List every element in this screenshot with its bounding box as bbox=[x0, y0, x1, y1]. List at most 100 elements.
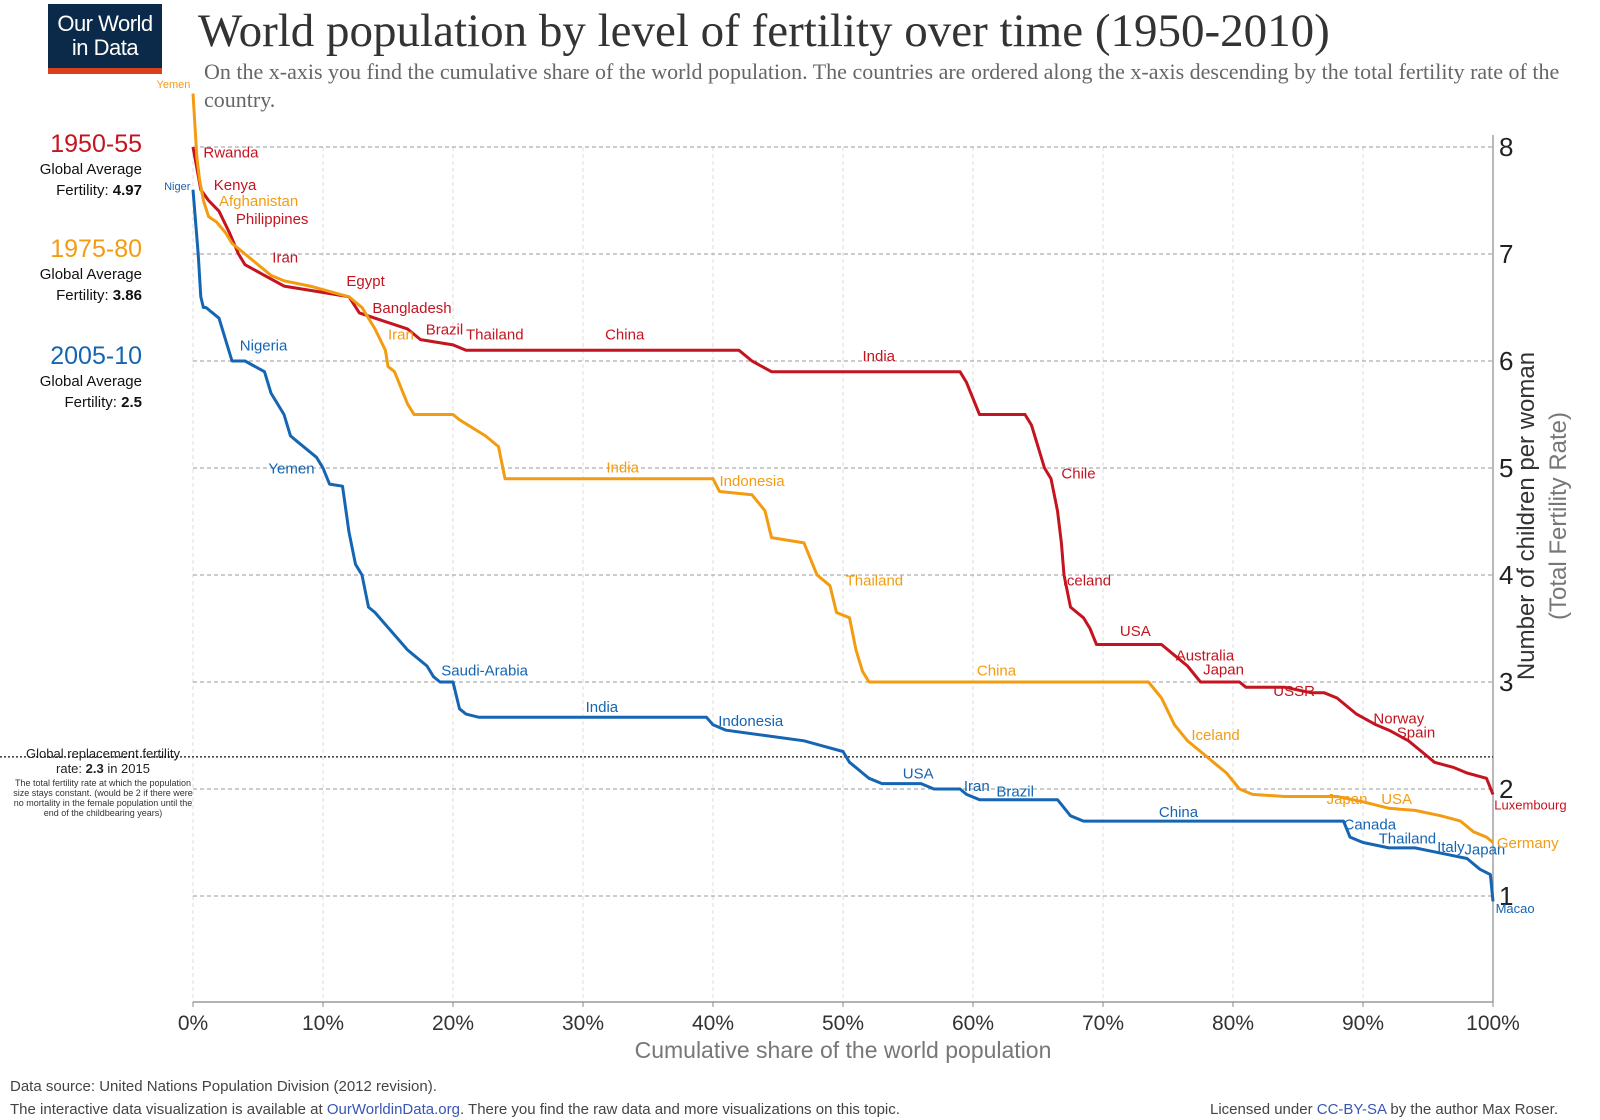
country-label: Bangladesh bbox=[372, 300, 451, 317]
y-tick-label: 4 bbox=[1499, 560, 1513, 590]
period-fert-label: Fertility: bbox=[64, 394, 117, 411]
license-post: by the author Max Roser. bbox=[1386, 1101, 1558, 1118]
country-label: Spain bbox=[1397, 725, 1435, 742]
country-label: Japan bbox=[1203, 662, 1244, 679]
y-tick-label: 2 bbox=[1499, 774, 1513, 804]
data-source: Data source: United Nations Population D… bbox=[10, 1078, 437, 1095]
country-label: USA bbox=[1381, 791, 1412, 808]
country-label: Japan bbox=[1464, 841, 1505, 858]
y-axis-label-secondary: (Total Fertility Rate) bbox=[1545, 412, 1572, 620]
country-label: USA bbox=[1120, 623, 1151, 640]
logo-line2: in Data bbox=[71, 35, 139, 60]
country-label: China bbox=[605, 327, 645, 344]
period-1950-legend: 1950-55 Global Average Fertility: 4.97 bbox=[22, 130, 142, 201]
logo-line1: Our World bbox=[57, 11, 153, 36]
x-tick-label: 30% bbox=[562, 1012, 604, 1035]
interactive-note: The interactive data visualization is av… bbox=[10, 1101, 900, 1118]
country-label: Niger bbox=[164, 181, 191, 193]
y-tick-label: 5 bbox=[1499, 453, 1513, 483]
period-name: 1975-80 bbox=[50, 235, 142, 263]
country-label: Thailand bbox=[846, 573, 904, 590]
period-name: 1950-55 bbox=[50, 130, 142, 158]
country-label: Japan bbox=[1327, 791, 1368, 808]
country-label: Germany bbox=[1497, 835, 1559, 852]
period-name: 2005-10 bbox=[50, 342, 142, 370]
country-label: Macao bbox=[1496, 901, 1535, 916]
country-label: Nigeria bbox=[240, 337, 288, 354]
x-axis-label: Cumulative share of the world population bbox=[635, 1037, 1052, 1063]
y-axis-label: Number of children per woman bbox=[1513, 352, 1540, 680]
chart-subtitle: On the x-axis you find the cumulative sh… bbox=[204, 59, 1560, 112]
country-label: Philippines bbox=[236, 211, 309, 228]
x-tick-label: 10% bbox=[302, 1012, 344, 1035]
country-label: Yemen bbox=[157, 79, 191, 91]
country-label: Egypt bbox=[346, 273, 385, 290]
y-tick-label: 8 bbox=[1499, 132, 1513, 162]
country-label: Luxembourg bbox=[1494, 797, 1566, 812]
interactive-pre: The interactive data visualization is av… bbox=[10, 1101, 327, 1118]
country-label: Indonesia bbox=[720, 473, 786, 490]
period-avg-label: Global Average bbox=[39, 373, 142, 390]
country-label: India bbox=[606, 459, 639, 476]
replacement-description: The total fertility rate at which the po… bbox=[13, 778, 193, 818]
country-label: China bbox=[1159, 804, 1199, 821]
country-label: Thailand bbox=[466, 327, 524, 344]
country-label: Kenya bbox=[214, 177, 257, 194]
license-link[interactable]: CC-BY-SA bbox=[1316, 1101, 1387, 1118]
period-fert-value: 2.5 bbox=[121, 394, 142, 411]
period-avg-label: Global Average bbox=[39, 161, 142, 178]
replacement-rate-year: in 2015 bbox=[103, 761, 150, 776]
country-label: Brazil bbox=[426, 321, 464, 338]
country-label: Thailand bbox=[1379, 831, 1437, 848]
interactive-post: . There you find the raw data and more v… bbox=[459, 1101, 900, 1118]
x-tick-label: 20% bbox=[432, 1012, 474, 1035]
country-label: China bbox=[977, 663, 1017, 680]
country-label: Australia bbox=[1176, 648, 1235, 665]
x-tick-label: 60% bbox=[952, 1012, 994, 1035]
period-fert-label: Fertility: bbox=[56, 287, 109, 304]
x-tick-label: 100% bbox=[1466, 1012, 1520, 1035]
x-tick-label: 80% bbox=[1212, 1012, 1254, 1035]
country-label: Iran bbox=[964, 778, 990, 795]
replacement-rate-value: 2.3 bbox=[85, 761, 104, 776]
x-tick-label: 0% bbox=[178, 1012, 208, 1035]
logo[interactable]: Our World in Data bbox=[48, 4, 162, 74]
replacement-rate-label: rate: bbox=[56, 761, 86, 776]
x-tick-label: 90% bbox=[1342, 1012, 1384, 1035]
y-tick-label: 1 bbox=[1499, 881, 1513, 911]
country-label: Norway bbox=[1373, 711, 1424, 728]
y-tick-label: 7 bbox=[1499, 239, 1513, 269]
series-line-1975-80 bbox=[191, 93, 1494, 844]
country-label: India bbox=[586, 699, 619, 716]
country-label: Brazil bbox=[996, 783, 1034, 800]
chart-title: World population by level of fertility o… bbox=[198, 5, 1330, 57]
country-label: Iceland bbox=[1191, 727, 1239, 744]
country-label: Iran bbox=[272, 250, 298, 267]
country-label: Rwanda bbox=[203, 145, 259, 162]
owid-link[interactable]: OurWorldinData.org bbox=[326, 1101, 460, 1118]
y-tick-label: 6 bbox=[1499, 346, 1513, 376]
x-tick-label: 40% bbox=[692, 1012, 734, 1035]
country-label: USSR bbox=[1273, 683, 1315, 700]
country-label: India bbox=[863, 348, 896, 365]
country-label: Indonesia bbox=[718, 713, 784, 730]
period-fert-value: 4.97 bbox=[112, 182, 142, 199]
country-label: USA bbox=[903, 765, 934, 782]
series-line-2005-10 bbox=[191, 189, 1495, 902]
country-label: Italy bbox=[1437, 839, 1465, 856]
license-pre: Licensed under bbox=[1210, 1101, 1317, 1118]
country-label: Iran bbox=[388, 327, 414, 344]
y-tick-label: 3 bbox=[1499, 667, 1513, 697]
period-1975-legend: 1975-80 Global Average Fertility: 3.86 bbox=[22, 235, 142, 306]
series-line-1950-55 bbox=[191, 146, 1495, 795]
logo-accent-bar bbox=[48, 68, 162, 74]
period-fert-value: 3.86 bbox=[112, 287, 142, 304]
period-2005-legend: 2005-10 Global Average Fertility: 2.5 bbox=[22, 342, 142, 413]
country-label: Afghanistan bbox=[219, 193, 298, 210]
license-note: Licensed under CC-BY-SA by the author Ma… bbox=[1210, 1101, 1558, 1118]
x-tick-label: 70% bbox=[1082, 1012, 1124, 1035]
country-label: Iceland bbox=[1063, 573, 1111, 590]
country-label: Chile bbox=[1061, 466, 1095, 483]
country-label: Saudi-Arabia bbox=[441, 663, 528, 680]
